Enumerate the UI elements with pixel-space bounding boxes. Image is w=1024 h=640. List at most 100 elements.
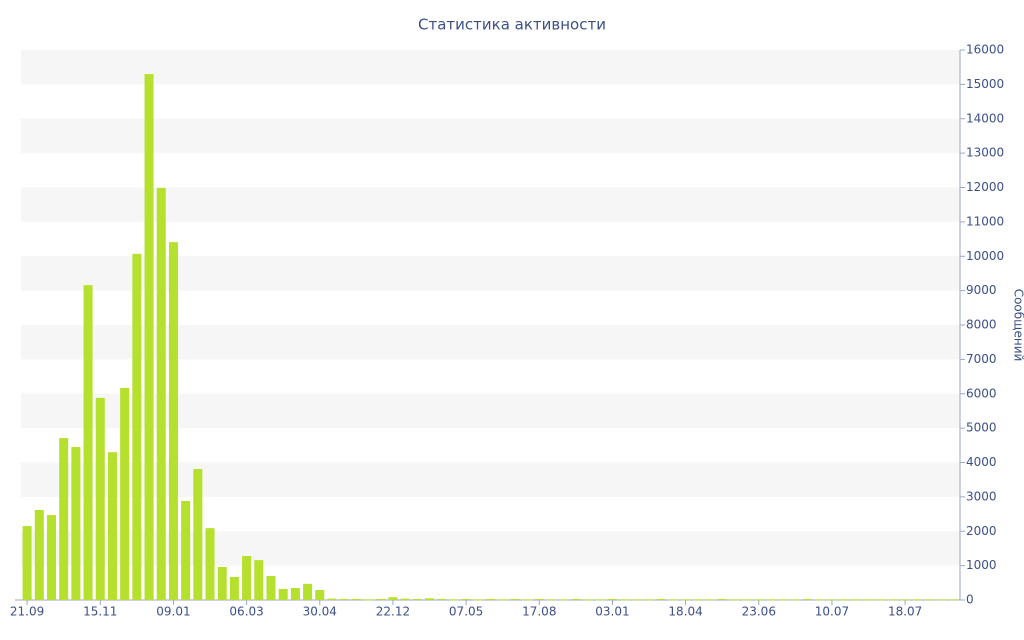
bar [571,598,581,600]
y-tick-label: 8000 [966,318,997,332]
x-tick-label: 17.08 [522,605,556,619]
bar [668,599,678,601]
y-tick-label: 13000 [966,146,1004,160]
bar [266,575,276,600]
bar [937,599,947,601]
x-tick-label: 21.09 [10,605,44,619]
bar [790,599,800,601]
bar [803,598,813,600]
y-tick-label: 1000 [966,558,997,572]
bar [607,598,617,600]
bar [546,599,556,601]
bar [485,598,496,600]
y-tick-label: 5000 [966,421,997,435]
bar [22,526,32,600]
bar [242,556,252,600]
bar [473,599,483,601]
bar [461,598,471,600]
bar [754,599,764,601]
bar [766,599,776,601]
bar [900,599,910,601]
x-tick-label: 09.01 [156,605,190,619]
bar [656,598,666,600]
bar [583,599,593,601]
bar [559,599,569,601]
bar [705,599,715,601]
bar [778,599,788,601]
bar [364,599,374,601]
bar [437,598,447,600]
x-tick-label: 23.06 [742,605,776,619]
y-tick-label: 16000 [966,43,1004,57]
bar [315,590,325,600]
bar [327,598,337,600]
y-tick-label: 11000 [966,214,1004,228]
x-tick-label: 03.01 [595,605,629,619]
chart-title: Статистика активности [418,16,606,34]
x-tick-label: 22.12 [376,605,410,619]
y-tick-label: 10000 [966,249,1004,263]
grid-band [21,187,960,222]
bar [303,583,313,600]
bar [290,587,300,600]
x-tick-label: 15.11 [83,605,117,619]
bar [644,599,654,601]
bar [888,599,898,601]
y-tick-label: 2000 [966,524,997,538]
y-tick-label: 12000 [966,180,1004,194]
y-tick-label: 4000 [966,455,997,469]
x-tick-label: 10.07 [815,605,849,619]
bar [522,599,532,601]
x-tick-label: 06.03 [229,605,263,619]
x-tick-label: 30.04 [303,605,337,619]
y-axis-label: Сообщений [1012,289,1024,362]
y-tick-label: 9000 [966,283,997,297]
bar [425,598,435,600]
bar [681,599,691,601]
x-tick-label: 07.05 [449,605,483,619]
y-tick-label: 14000 [966,111,1004,125]
bar [864,599,874,601]
bar [839,599,849,601]
bar [168,242,178,600]
bar [827,599,837,601]
bar [278,589,288,600]
bar [851,599,861,601]
bar [742,599,752,601]
bar [120,387,130,600]
y-tick-label: 0 [966,593,974,607]
bar [217,567,227,600]
y-tick-label: 3000 [966,489,997,503]
bar [254,560,264,600]
bar [510,598,520,600]
bar [34,509,44,600]
bar [632,599,642,601]
bar [229,576,239,600]
bar [71,447,81,600]
bar [376,598,386,600]
bar [949,599,959,601]
grid-band [21,50,960,85]
bar [498,599,508,601]
bar [205,528,215,600]
bar [181,501,191,600]
bar [693,599,703,601]
bar [351,598,361,600]
bar [59,438,69,600]
y-tick-label: 7000 [966,352,997,366]
x-tick-label: 18.04 [668,605,702,619]
bar [156,187,166,600]
bar [193,469,203,600]
bar [83,285,93,600]
bar [620,599,630,601]
bar [132,253,142,600]
bar [107,452,117,600]
bar [46,515,56,600]
grid-band [21,118,960,154]
bar [95,397,105,600]
bar [388,597,398,600]
y-tick-label: 15000 [966,77,1004,91]
bar [876,599,886,601]
bar [400,598,410,600]
